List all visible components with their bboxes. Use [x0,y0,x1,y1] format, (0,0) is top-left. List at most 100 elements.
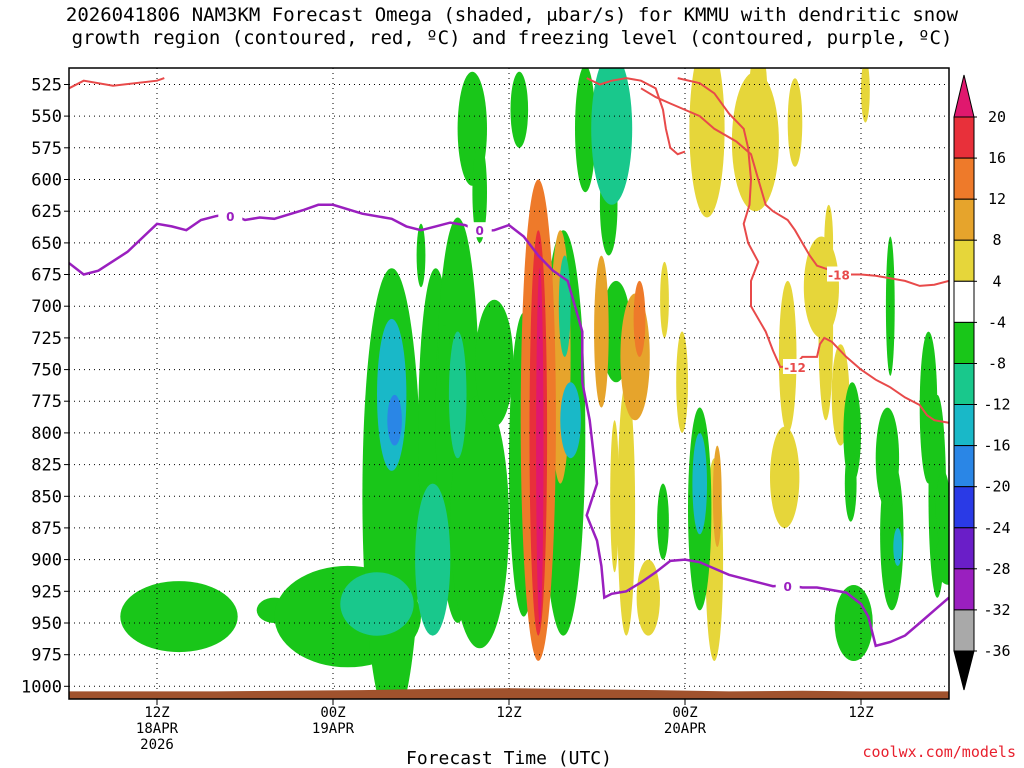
chart-title-line2: growth region (contoured, red, ºC) and f… [71,27,953,49]
omega-blob-15 [575,68,596,193]
omega-blob-12 [472,141,488,243]
omega-blob-39 [885,236,895,376]
y-tick-label-525: 525 [31,76,62,96]
colorbar-swatch-4 [953,280,975,323]
omega-blob-64 [536,268,544,623]
colorbar: 20 16 12 8 4 -4 -8 -12 -16 -20 -24 -28 -32 -36 [953,74,1011,691]
y-tick-label-775: 775 [31,392,62,412]
y-tick-label-575: 575 [31,139,62,159]
omega-blob-50 [340,572,414,636]
colorbar-swatch-0 [953,116,975,159]
omega-blob-61 [893,528,903,566]
colorbar-swatch-7 [953,404,975,447]
omega-blob-30 [787,78,803,167]
colorbar-label-12: -32 [983,601,1010,619]
surface-terrain [69,688,949,699]
contour-line-2 [640,87,949,287]
colorbar-swatch-11 [953,568,975,611]
colorbar-label-2: 12 [988,190,1006,208]
y-tick-label-700: 700 [31,297,62,317]
y-tick-label-750: 750 [31,361,62,381]
omega-blob-33 [824,204,834,281]
omega-blob-54 [712,445,722,547]
colorbar-swatch-9 [953,486,975,529]
x-tick-label-42-0: 00Z [672,705,697,721]
colorbar-label-10: -24 [983,519,1010,537]
x-tick-label-6-2: 2026 [140,737,174,753]
y-tick-label-725: 725 [31,329,62,349]
contour-labels: 0 0 0 -12 -18 [218,208,851,594]
omega-blob-59 [560,382,581,459]
contour-line-1 [69,77,165,90]
y-tick-label-625: 625 [31,202,62,222]
y-tick-label-900: 900 [31,551,62,571]
colorbar-swatch-5 [953,321,975,364]
colorbar-label-7: -12 [983,396,1010,414]
omega-blob-58 [377,318,407,471]
surface-fill [69,688,949,699]
omega-blob-35 [861,68,870,123]
omega-blob-0 [120,581,238,653]
omega-blob-6 [416,223,426,288]
omega-blob-32 [818,242,834,421]
omega-blob-23 [657,483,669,560]
y-tick-label-925: 925 [31,582,62,602]
omega-blob-41 [875,407,900,509]
y-tick-label-600: 600 [31,171,62,191]
omega-blob-19 [617,382,636,636]
colorbar-label-1: 16 [988,149,1006,167]
omega-blob-36 [834,585,873,661]
x-tick-label-54-0: 12Z [848,705,873,721]
y-axis: 525 550 575 600 625 650 675 700 725 750 775 800 825 8… [21,76,69,697]
colorbar-swatch-2 [953,198,975,241]
omega-blob-62 [387,394,402,446]
y-tick-label-875: 875 [31,519,62,539]
contour-label-0-1: 0 [476,224,484,238]
chart-title-line1: 2026041806 NAM3KM Forecast Omega (shaded… [65,4,959,26]
x-tick-label-6-0: 12Z [144,705,169,721]
x-axis-title: Forecast Time (UTC) [406,748,612,768]
x-tick-label-30-0: 12Z [496,705,521,721]
colorbar-swatch-10 [953,527,975,570]
colorbar-swatch-8 [953,445,975,488]
contour-line-1-seg0 [677,77,949,424]
omega-blob-21 [660,261,669,338]
omega-blob-20 [636,559,660,636]
omega-blob-9 [475,299,514,427]
omega-blob-57 [633,280,646,357]
omega-blob-26 [731,71,779,212]
omega-blob-51 [415,483,451,636]
contour-line-0 [69,203,949,648]
omega-blob-45 [934,534,949,585]
colorbar-label-0: 20 [988,108,1006,126]
y-tick-label-650: 650 [31,234,62,254]
contour-label-bg-0-2 [775,578,800,594]
colorbar-label-9: -20 [983,478,1010,496]
contour-label-0-2: 0 [784,580,792,594]
colorbar-swatch-1 [953,157,975,200]
omega-blob-60 [692,432,707,535]
omega-blob-27 [749,68,768,125]
y-tick-label-825: 825 [31,456,62,476]
x-tick-label-18-0: 00Z [320,705,345,721]
colorbar-label-5: -4 [988,313,1006,331]
credit-text: coolwx.com/models [862,743,1016,761]
colorbar-swatch-12 [953,609,975,652]
omega-blob-25 [689,68,725,218]
colorbar-label-13: -36 [983,642,1010,660]
contour-label-bg-0-0 [218,208,243,224]
omega-blob-55 [448,331,467,459]
x-tick-label-42-1: 20APR [664,721,707,737]
colorbar-swatch-6 [953,363,975,406]
colorbar-label-3: 8 [992,231,1001,249]
colorbar-top-arrow [953,74,975,118]
omega-blob-47 [594,255,609,408]
contour-label-bg-2-0 [827,266,851,282]
omega-blob-28 [770,426,800,528]
colorbar-label-4: 4 [992,272,1001,290]
omega-blob-8 [450,394,510,649]
colorbar-bottom-arrow [953,650,975,691]
contour-line-1-seg1 [586,77,686,156]
